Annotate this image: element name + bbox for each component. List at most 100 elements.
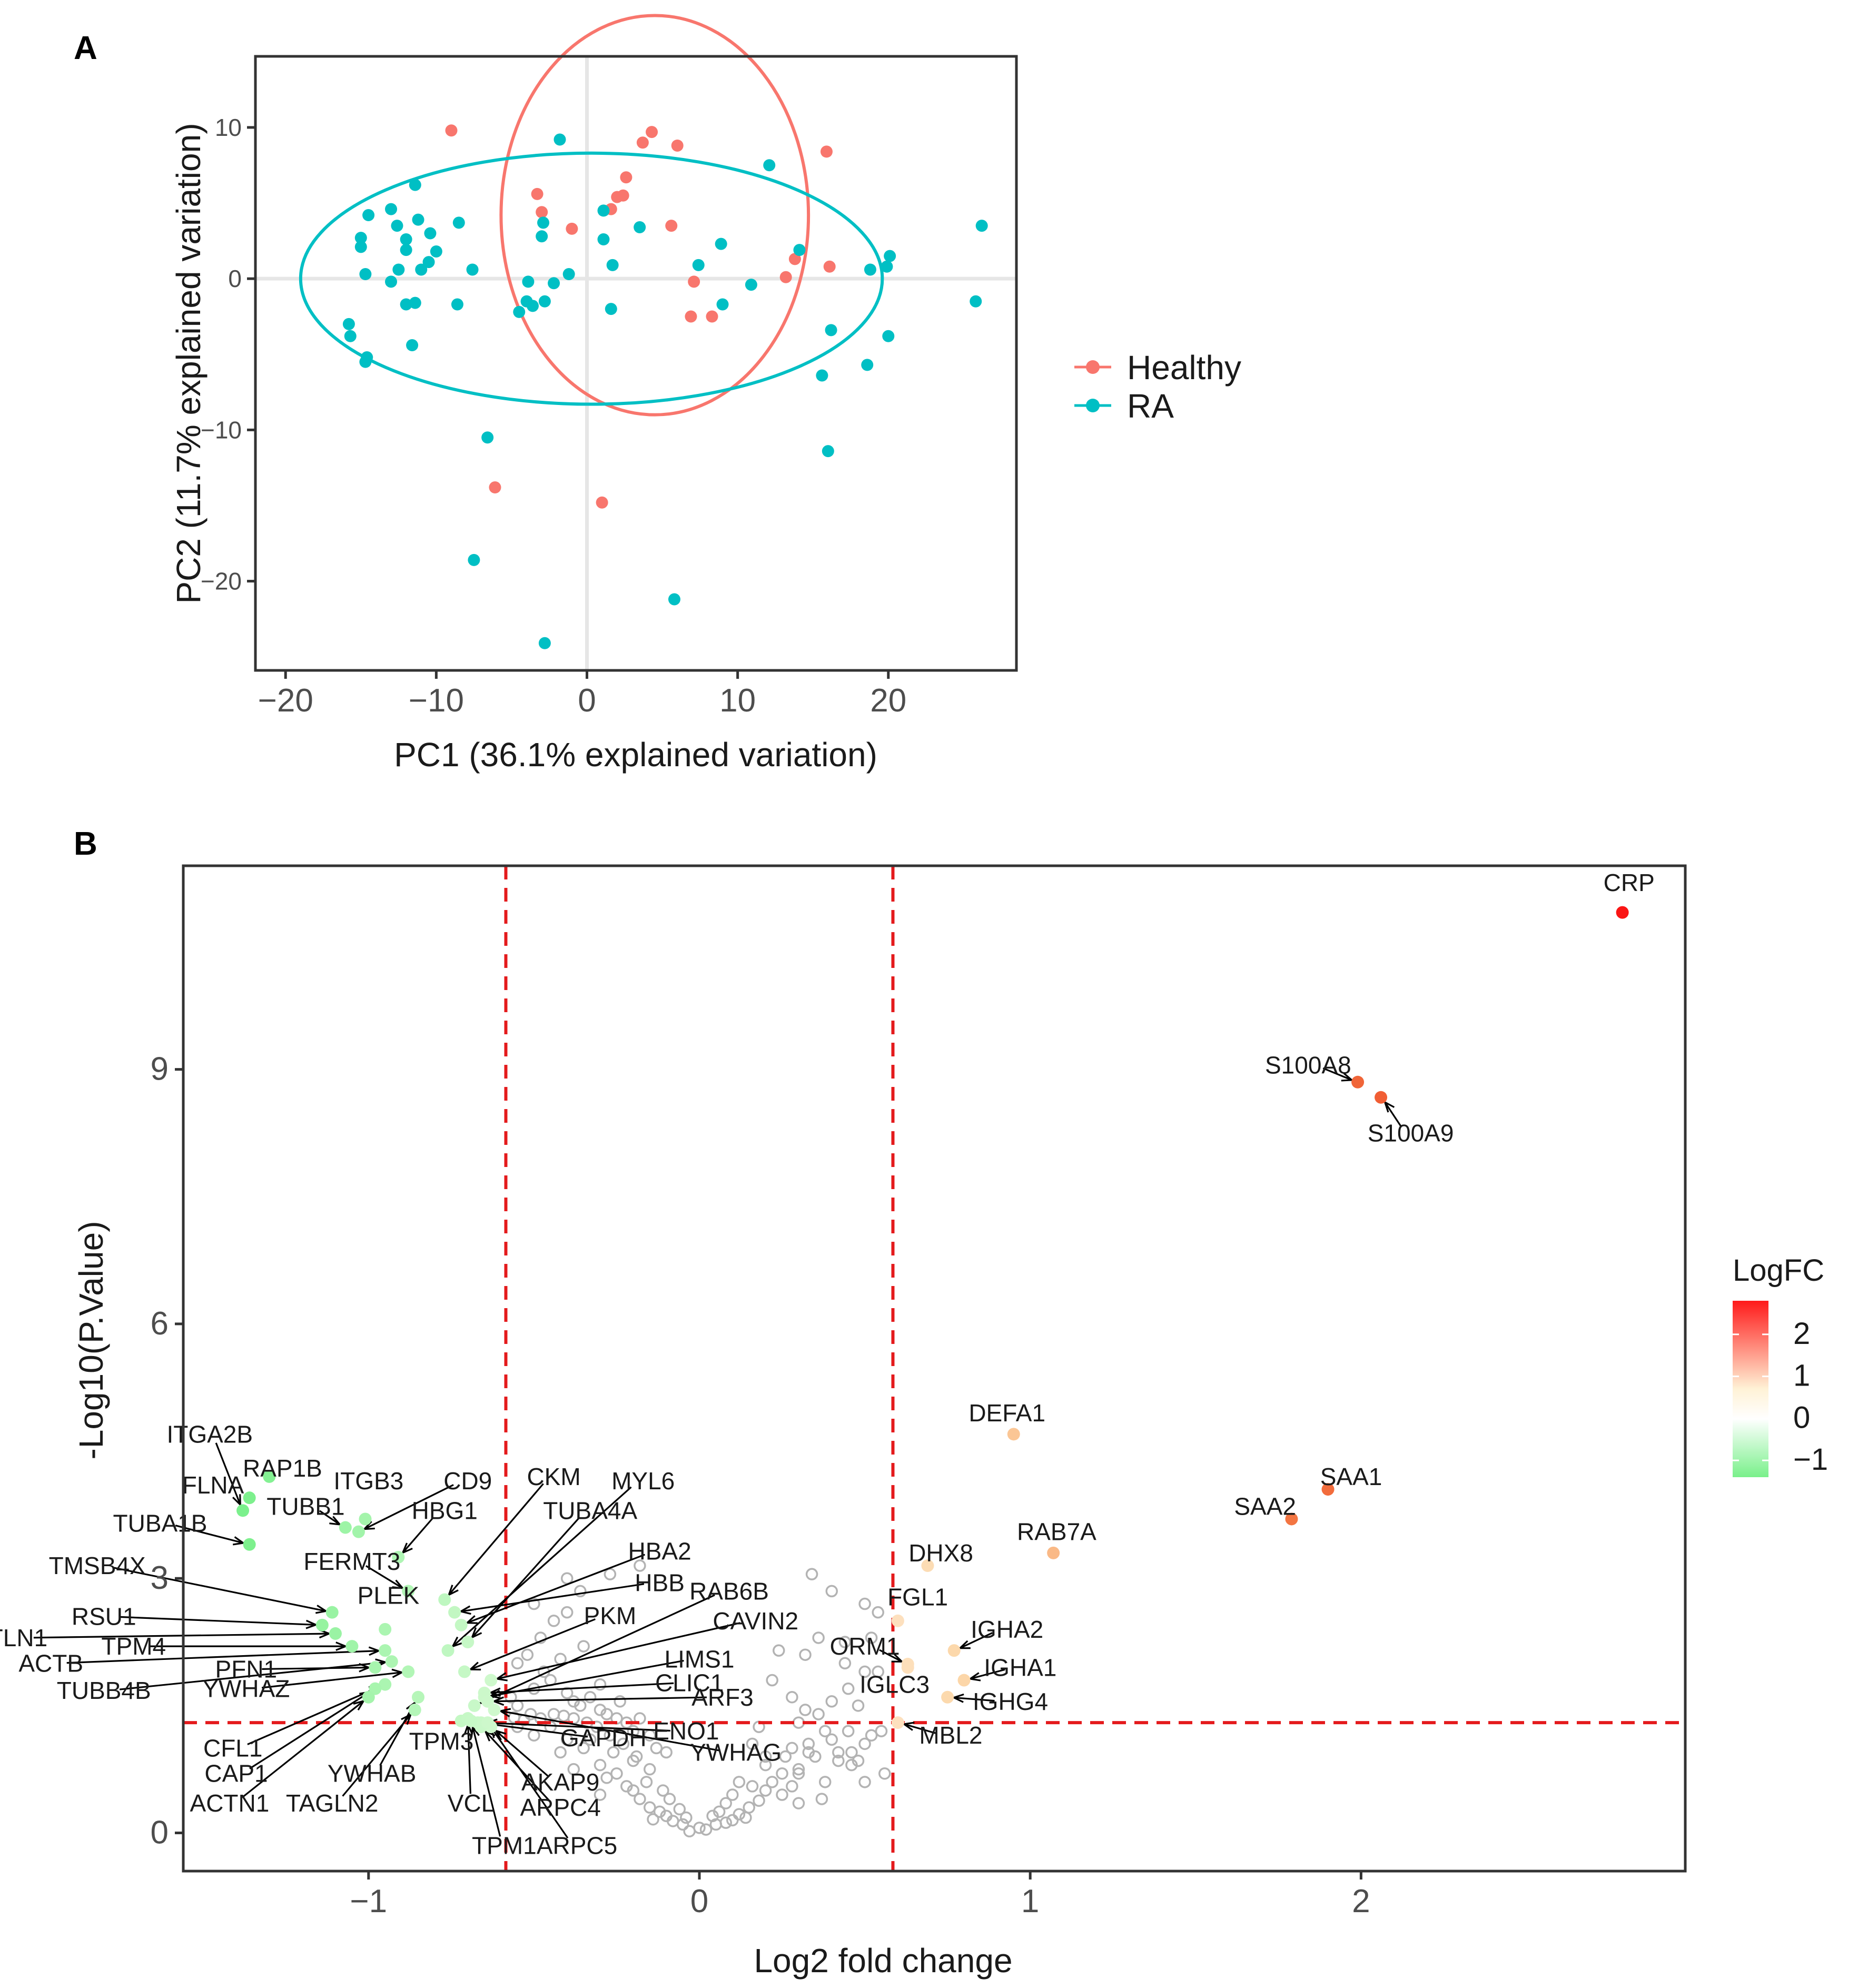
volcano-nonsignificant-points — [505, 1559, 891, 1838]
gray-point — [759, 1784, 772, 1797]
label-cap1: CAP1 — [204, 1760, 268, 1787]
gray-point — [825, 1733, 838, 1746]
volcano-x-tick-label: 0 — [690, 1883, 708, 1920]
arrowhead-rsu1 — [305, 1619, 319, 1629]
label-pfn1: PFN1 — [215, 1656, 278, 1683]
gray-point — [792, 1716, 805, 1729]
pca-point-ra — [409, 179, 421, 191]
gray-point — [607, 1746, 620, 1759]
pca-point-ra — [882, 330, 895, 342]
gray-point — [726, 1788, 739, 1801]
leader-rab6b — [480, 1594, 715, 1704]
label-ywhaz: YWHAZ — [202, 1675, 290, 1703]
pca-point-healthy — [779, 271, 792, 283]
volcano-x-tick-label: −1 — [350, 1883, 387, 1920]
label-saa1: SAA1 — [1320, 1463, 1382, 1490]
gray-point — [858, 1737, 871, 1750]
panel-a-label: A — [74, 30, 97, 66]
logfc-legend-title: LogFC — [1733, 1253, 1824, 1288]
leader-hbb — [460, 1583, 645, 1613]
gray-point — [680, 1811, 693, 1824]
leader-tagln2 — [342, 1714, 412, 1797]
pca-point-ra — [526, 300, 539, 312]
leader-s100a9 — [1384, 1102, 1401, 1126]
label-vcl: VCL — [448, 1789, 495, 1817]
pca-point-ra — [597, 204, 610, 217]
gray-point — [792, 1767, 805, 1780]
gray-point — [872, 1606, 884, 1619]
label-hbg1: HBG1 — [412, 1497, 478, 1524]
point-tagln2 — [408, 1703, 421, 1716]
gray-point — [594, 1788, 607, 1801]
point-igha2 — [947, 1644, 961, 1657]
pca-point-ra — [359, 355, 372, 368]
pca-x-axis: −20 −10 0 10 20 — [258, 670, 906, 719]
leader-actn1 — [241, 1700, 364, 1798]
point-saa2 — [1285, 1512, 1298, 1526]
label-arpc4: ARPC4 — [520, 1794, 600, 1821]
gray-point — [693, 1822, 706, 1834]
point-tuba4a — [461, 1636, 475, 1649]
pca-point-ra — [466, 263, 479, 276]
gray-point — [614, 1695, 626, 1708]
volcano-x-tick-label: 1 — [1021, 1883, 1039, 1920]
pca-point-ra — [362, 209, 375, 222]
point-igha1 — [957, 1674, 971, 1687]
gray-point — [657, 1784, 669, 1797]
pca-point-healthy — [596, 496, 608, 509]
gray-point — [600, 1708, 613, 1720]
point-crp — [1616, 906, 1629, 919]
panel-b-label: B — [74, 826, 97, 862]
pca-point-healthy — [636, 136, 649, 149]
point-tubb1 — [339, 1521, 352, 1534]
pca-x-tick-label: 10 — [719, 683, 756, 719]
pca-point-ra — [452, 216, 465, 229]
pca-point-ra — [424, 227, 437, 240]
label-cavin2: CAVIN2 — [713, 1607, 798, 1635]
gray-point — [584, 1691, 597, 1704]
pca-ellipses — [299, 14, 884, 417]
gray-point — [759, 1758, 772, 1772]
pca-point-ra — [354, 241, 367, 253]
gray-point — [825, 1695, 838, 1708]
label-iglc3: IGLC3 — [859, 1671, 930, 1698]
pca-point-ra — [864, 263, 876, 276]
pca-point-healthy — [536, 206, 548, 219]
logfc-colorbar — [1733, 1301, 1768, 1477]
label-tuba4a: TUBA4A — [543, 1497, 637, 1524]
point-cavin2 — [485, 1674, 498, 1687]
gray-point — [858, 1597, 871, 1610]
label-saa2: SAA2 — [1234, 1492, 1296, 1520]
leader-gapdh — [483, 1722, 588, 1738]
colorbar-tick-label: 0 — [1793, 1400, 1810, 1435]
label-clic1: CLIC1 — [655, 1669, 724, 1696]
point-iglc3 — [901, 1661, 914, 1674]
arrowhead-igha1 — [968, 1672, 981, 1682]
gray-point — [547, 1615, 560, 1627]
label-crp: CRP — [1604, 869, 1655, 896]
gray-point — [832, 1746, 845, 1759]
label-fgl1: FGL1 — [887, 1584, 948, 1611]
label-tln1: TLN1 — [0, 1624, 47, 1651]
volcano-x-axis-title: Log2 fold change — [754, 1942, 1012, 1980]
volcano-threshold-lines — [183, 866, 1685, 1871]
leader-eno1 — [487, 1722, 670, 1732]
arrowhead-s100a8 — [1341, 1072, 1354, 1082]
label-rab7a: RAB7A — [1017, 1518, 1096, 1546]
gray-point — [878, 1767, 891, 1780]
point-tuba1b — [243, 1538, 256, 1551]
pca-plot-frame — [254, 55, 1018, 672]
volcano-significant-points — [236, 906, 1629, 1734]
point-tmsb4x — [325, 1606, 339, 1619]
label-ckm: CKM — [527, 1463, 580, 1490]
leader-s100a8 — [1322, 1067, 1352, 1081]
gray-point — [802, 1746, 815, 1759]
leader-fermt3 — [365, 1565, 403, 1589]
volcano-y-tick-label: 9 — [151, 1051, 169, 1087]
arrowhead-hba2 — [465, 1615, 478, 1624]
pca-point-healthy — [688, 275, 700, 288]
gray-point — [746, 1737, 759, 1750]
point-dhx8 — [921, 1559, 934, 1572]
point-tln1 — [329, 1627, 342, 1640]
